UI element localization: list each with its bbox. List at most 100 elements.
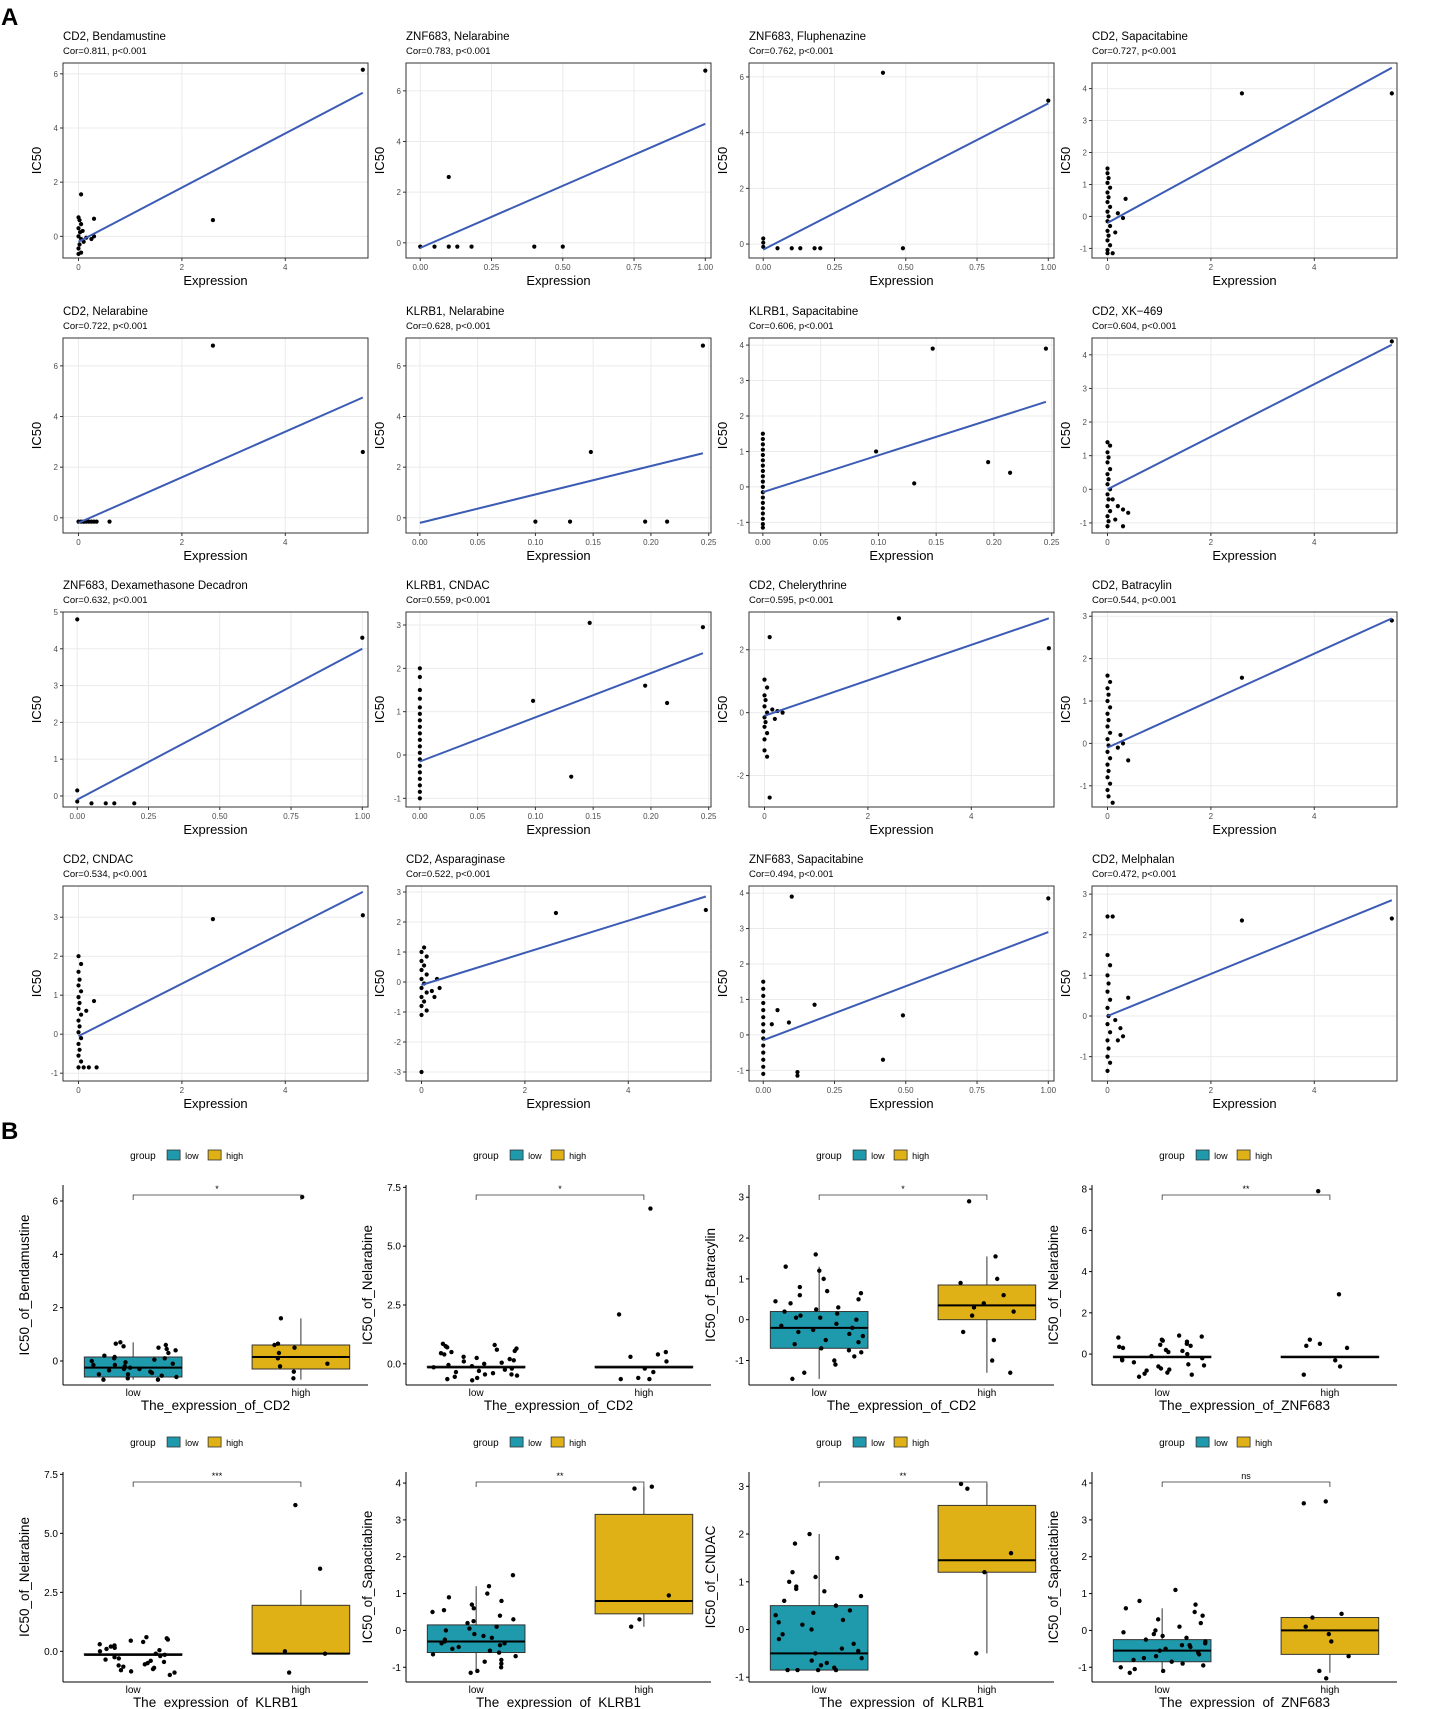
low-data-point xyxy=(1116,1335,1121,1340)
data-point xyxy=(1106,233,1111,238)
data-point xyxy=(417,783,422,788)
y-tick-label: -1 xyxy=(1080,244,1088,253)
low-data-point xyxy=(1187,1642,1192,1648)
regression-line xyxy=(1107,66,1393,224)
high-data-point xyxy=(1344,1345,1350,1351)
low-data-point xyxy=(1184,1635,1189,1640)
high-data-point xyxy=(666,1593,672,1598)
data-point xyxy=(417,705,422,710)
y-axis-label: IC50 xyxy=(715,970,730,997)
data-point xyxy=(1120,1034,1126,1039)
plot-subtitle: Cor=0.762, p<0.001 xyxy=(749,46,834,57)
plot-frame xyxy=(1091,885,1398,1082)
low-data-point xyxy=(509,1366,515,1371)
x-axis-label: Expression xyxy=(869,548,933,563)
y-tick-label: 0.0 xyxy=(44,1647,58,1658)
low-data-point xyxy=(795,1667,800,1673)
high-x-tick-label: high xyxy=(634,1685,653,1696)
low-data-point xyxy=(442,1637,448,1642)
data-point xyxy=(1126,995,1131,1000)
low-data-point xyxy=(144,1634,149,1640)
low-data-point xyxy=(858,1593,864,1599)
data-point xyxy=(761,1022,766,1027)
low-data-point xyxy=(818,1663,824,1668)
data-point xyxy=(1106,497,1111,502)
legend-swatch-high xyxy=(1236,1149,1251,1161)
x-axis-label: Expression xyxy=(1212,822,1276,837)
low-data-point xyxy=(440,1341,446,1347)
data-point xyxy=(1123,196,1128,201)
x-tick-label: 0 xyxy=(1105,538,1110,547)
legend-swatch-high xyxy=(550,1149,565,1161)
regression-line xyxy=(421,895,707,986)
y-tick-label: 0 xyxy=(397,751,402,760)
low-data-point xyxy=(431,1365,436,1370)
x-tick-label: 2 xyxy=(523,1086,528,1095)
y-tick-label: 2 xyxy=(397,463,402,472)
significance-bracket xyxy=(1161,1481,1331,1487)
data-point xyxy=(1106,175,1111,181)
low-data-point xyxy=(511,1617,516,1622)
y-tick-label: 2 xyxy=(738,1530,744,1541)
data-point xyxy=(760,511,765,516)
data-point xyxy=(761,1007,766,1013)
low-data-point xyxy=(161,1659,167,1665)
x-tick-label: 0.25 xyxy=(484,263,500,272)
low-data-point xyxy=(128,1669,134,1674)
low-data-point xyxy=(776,1636,782,1642)
data-point xyxy=(77,242,82,247)
low-data-point xyxy=(836,1305,841,1310)
high-data-point xyxy=(663,1349,669,1355)
legend-swatch-high xyxy=(1236,1436,1251,1448)
low-data-point xyxy=(499,1360,504,1365)
plot-subtitle: Cor=0.811, p<0.001 xyxy=(63,46,147,57)
scatter-plot-10: KLRB1, CNDAC Cor=0.559, p<0.001 0.00 0.05 0.… xyxy=(372,580,717,837)
legend-label-high: high xyxy=(569,1151,586,1161)
data-point xyxy=(1105,1022,1110,1027)
y-tick-label: -2 xyxy=(394,1038,402,1047)
x-tick-label: 2 xyxy=(1209,263,1214,272)
y-tick-label: 2 xyxy=(1083,418,1088,427)
data-point xyxy=(419,1003,424,1009)
high-x-tick-label: high xyxy=(291,1685,310,1696)
data-point xyxy=(775,1007,780,1013)
plot-subtitle: Cor=0.722, p<0.001 xyxy=(63,321,148,332)
low-data-point xyxy=(1180,1348,1185,1354)
data-point xyxy=(1105,450,1110,455)
low-data-point xyxy=(833,1362,838,1367)
low-data-point xyxy=(142,1662,148,1667)
low-data-point xyxy=(832,1665,837,1670)
data-point xyxy=(1105,787,1110,793)
low-data-point xyxy=(465,1620,470,1626)
data-point xyxy=(761,979,766,984)
data-point xyxy=(76,1006,81,1011)
plot-frame xyxy=(405,885,712,1082)
low-data-point xyxy=(507,1356,512,1362)
low-data-point xyxy=(121,1366,127,1372)
low-data-point xyxy=(783,1264,788,1269)
x-axis-label: The_expression_of_KLRB1 xyxy=(476,1695,641,1709)
legend-title: group xyxy=(816,1438,842,1449)
data-point xyxy=(587,620,592,625)
y-axis-label: IC50 xyxy=(29,147,44,174)
high-data-point xyxy=(325,1361,330,1366)
y-tick-label: 0 xyxy=(52,1357,58,1368)
y-tick-label: 3 xyxy=(740,925,745,934)
low-data-point xyxy=(833,1603,839,1608)
data-point xyxy=(798,246,803,251)
x-axis-label: Expression xyxy=(1212,273,1276,288)
data-point xyxy=(76,251,81,257)
data-point xyxy=(1105,209,1110,214)
low-data-point xyxy=(797,1293,803,1298)
low-data-point xyxy=(496,1650,502,1655)
low-data-point xyxy=(475,1668,480,1674)
legend-label-low: low xyxy=(185,1438,199,1448)
data-point xyxy=(761,244,766,249)
data-point xyxy=(132,801,137,806)
x-tick-label: 0.25 xyxy=(1044,538,1060,547)
y-axis-label: IC50 xyxy=(715,422,730,449)
low-data-point xyxy=(1141,1655,1147,1661)
y-axis-label: IC50_of_Batracylin xyxy=(703,1228,718,1342)
low-data-point xyxy=(430,1609,435,1615)
data-point xyxy=(761,1043,766,1048)
